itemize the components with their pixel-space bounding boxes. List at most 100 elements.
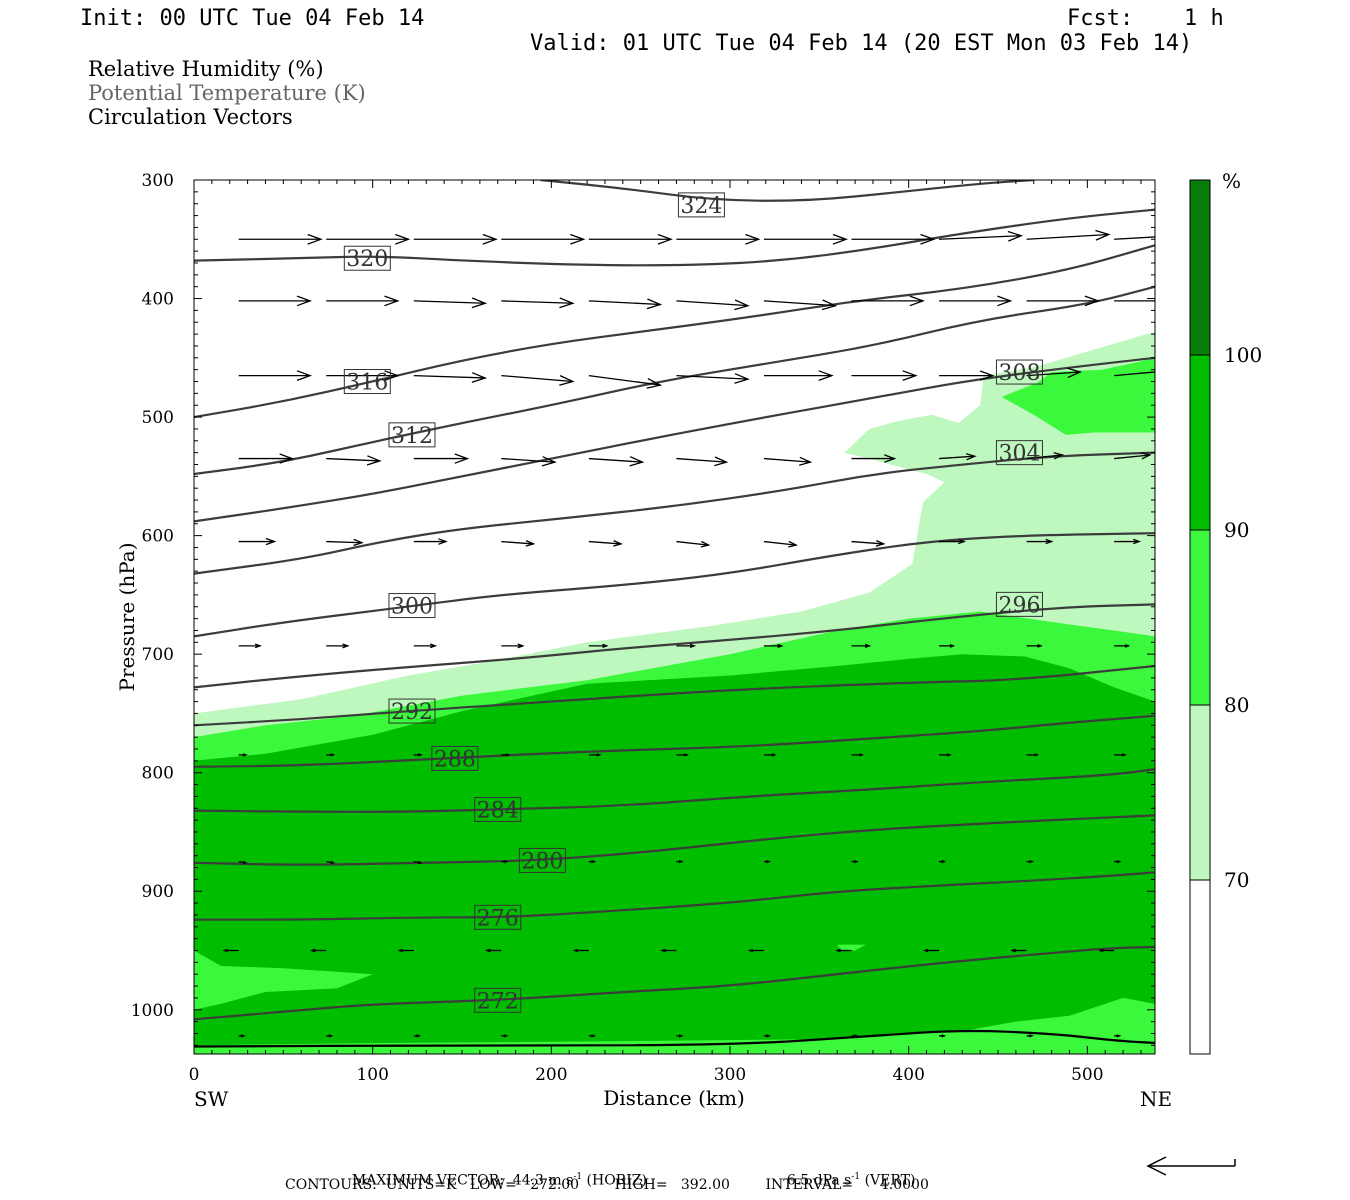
reference-vector-head: [1146, 1156, 1167, 1176]
theta-contour-312: [194, 285, 1155, 476]
y-tick-label: 900: [142, 882, 174, 902]
theta-contour-308: [194, 356, 1155, 523]
circulation-vector: [501, 297, 575, 309]
circulation-vector: [501, 643, 525, 649]
colorbar-level-label: 90: [1224, 518, 1249, 542]
circulation-vector: [1026, 295, 1101, 307]
circulation-vector: [222, 948, 239, 953]
circulation-vector: [660, 948, 677, 953]
circulation-vector: [835, 948, 852, 953]
contour-label-284: 284: [477, 798, 519, 823]
circulation-vector: [939, 1034, 947, 1038]
circulation-vector: [922, 948, 940, 953]
circulation-vector: [588, 1034, 597, 1038]
contour-label-box-288: [431, 745, 479, 771]
contour-label-box-284: [474, 796, 522, 822]
circulation-vector: [1202, 231, 1284, 241]
circulation-vector: [1114, 643, 1131, 648]
y-tick-label: 400: [142, 290, 174, 310]
circulation-vector: [238, 643, 262, 649]
circulation-vector: [1114, 300, 1155, 302]
circulation-vector: [1026, 643, 1043, 648]
circulation-vector: [501, 233, 586, 245]
circulation-vector: [851, 540, 886, 547]
circulation-vector: [676, 540, 711, 548]
circulation-vector: [1097, 948, 1115, 953]
contour-label-288: 288: [434, 747, 476, 772]
circulation-vector: [939, 859, 947, 864]
circulation-vector: [676, 233, 761, 245]
circulation-vector: [851, 643, 872, 649]
x-tick-label: 0: [189, 1065, 200, 1085]
colorbar-segment: [1190, 530, 1210, 705]
circulation-vector: [413, 233, 498, 245]
contour-label-300: 300: [391, 595, 433, 620]
theta-contour-324: [540, 180, 1034, 202]
circulation-vector: [1202, 296, 1274, 306]
theta-contour-288: [194, 714, 1155, 768]
circulation-vector: [939, 370, 995, 381]
circulation-vector: [326, 455, 382, 466]
circulation-vector: [572, 948, 589, 953]
contour-label-296: 296: [998, 593, 1040, 618]
contour-label-292: 292: [391, 700, 433, 725]
circulation-vector: [1026, 367, 1083, 379]
circulation-vector: [588, 753, 602, 757]
circulation-vector: [588, 456, 645, 467]
circulation-vector: [501, 456, 557, 467]
max-vector-vert: (VERT): [860, 1172, 916, 1189]
circulation-vector: [238, 537, 277, 546]
contour-label-box-300: [388, 593, 436, 619]
circulation-vector: [939, 753, 952, 757]
circulation-vector: [1114, 1034, 1122, 1038]
contour-label-312: 312: [391, 424, 433, 449]
circulation-vector: [851, 454, 897, 463]
circulation-vector: [238, 860, 248, 864]
contour-label-box-280: [518, 847, 566, 873]
circulation-vector: [413, 753, 423, 757]
y-tick-label: 500: [142, 408, 174, 428]
circulation-vector: [501, 1034, 509, 1038]
y-tick-label: 600: [142, 527, 174, 547]
contour-label-272: 272: [477, 989, 519, 1014]
circulation-vector: [326, 1034, 334, 1038]
circulation-vector: [676, 1034, 684, 1038]
legend-vectors: Circulation Vectors: [88, 105, 293, 129]
contour-label-324: 324: [680, 194, 722, 219]
circulation-vector: [413, 538, 448, 545]
circulation-vector: [763, 299, 838, 311]
circulation-vector: [747, 948, 764, 953]
x-tick-label: 500: [1071, 1065, 1103, 1085]
contour-label-box-312: [388, 422, 436, 448]
circulation-vector: [851, 370, 918, 382]
circulation-vector: [326, 233, 411, 245]
colorbar-segment: [1190, 705, 1210, 880]
contour-label-box-296: [995, 591, 1043, 617]
x-tick-label: 300: [714, 1065, 746, 1085]
circulation-vector: [413, 1034, 421, 1038]
circulation-vector: [763, 643, 784, 649]
init-time: Init: 00 UTC Tue 04 Feb 14: [80, 6, 425, 31]
y-tick-label: 700: [142, 645, 174, 665]
circulation-vector: [1026, 229, 1111, 241]
circulation-vector: [413, 643, 438, 649]
circulation-vector: [1114, 236, 1155, 240]
circulation-vector: [238, 370, 312, 382]
circulation-vector: [1114, 452, 1152, 460]
circulation-vector: [676, 299, 750, 311]
colorbar-level-label: 80: [1224, 693, 1249, 717]
rh-region-90-3: [194, 654, 1155, 1054]
circulation-vector: [851, 295, 925, 307]
x-tick-label: 400: [892, 1065, 924, 1085]
contour-label-280: 280: [521, 849, 563, 874]
sw-label: SW: [194, 1087, 229, 1111]
theta-contour-276: [194, 871, 1155, 921]
circulation-vector: [238, 233, 323, 245]
circulation-vector: [326, 753, 336, 757]
circulation-vector: [413, 297, 488, 309]
circulation-vector: [851, 753, 865, 757]
circulation-vector: [763, 456, 813, 466]
theta-contour-320: [194, 208, 1155, 267]
circulation-vector: [501, 374, 575, 386]
colorbar-segment: [1190, 180, 1210, 355]
